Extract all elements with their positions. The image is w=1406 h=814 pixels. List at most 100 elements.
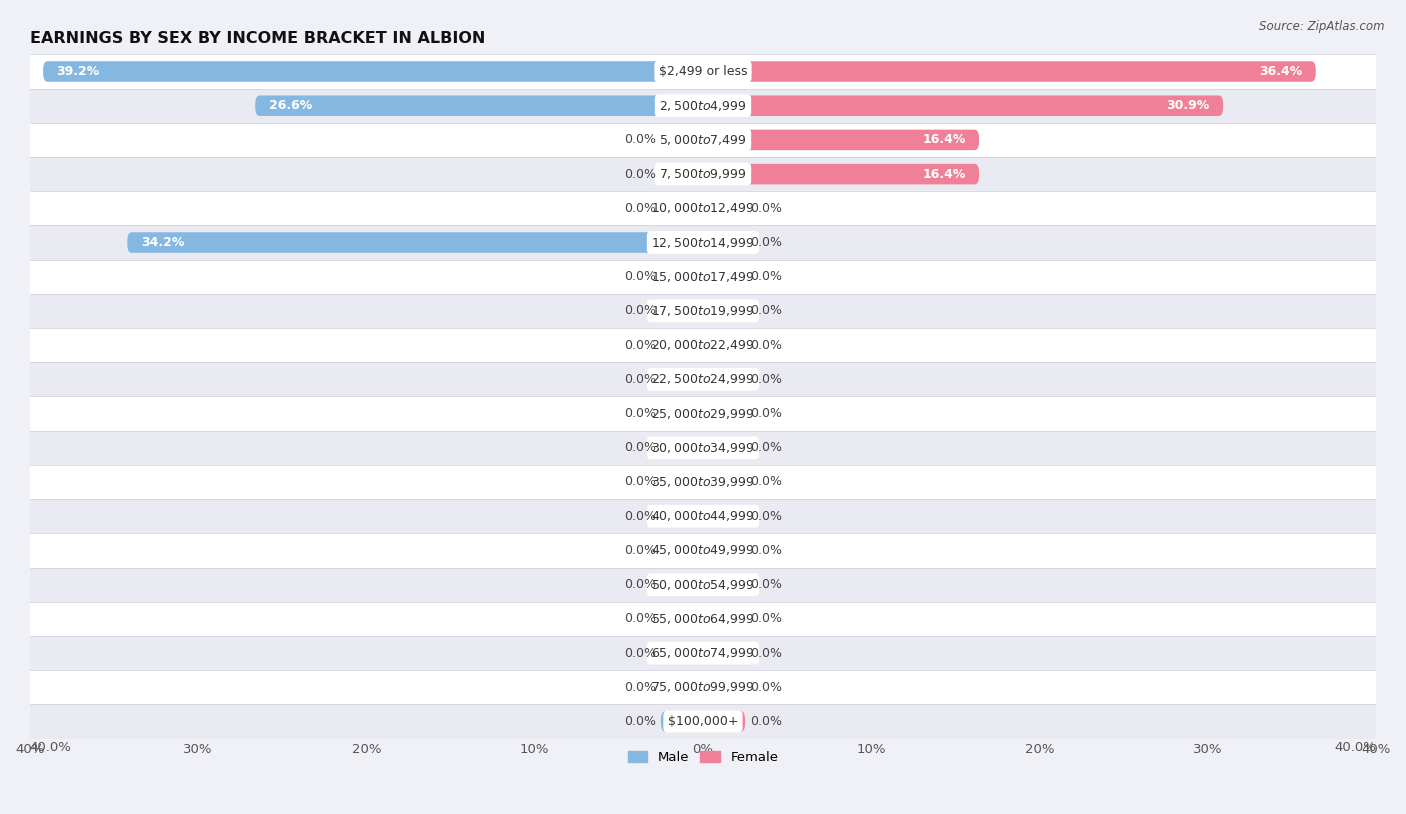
Bar (30, 533, 1376, 567)
Text: 0.0%: 0.0% (751, 373, 782, 386)
FancyBboxPatch shape (703, 335, 745, 356)
Text: $45,000 to $49,999: $45,000 to $49,999 (651, 544, 755, 558)
Text: EARNINGS BY SEX BY INCOME BRACKET IN ALBION: EARNINGS BY SEX BY INCOME BRACKET IN ALB… (30, 31, 485, 46)
Bar (30, 465, 1376, 499)
FancyBboxPatch shape (703, 575, 745, 595)
Text: 0.0%: 0.0% (624, 133, 655, 147)
Text: 0.0%: 0.0% (751, 578, 782, 591)
Text: $35,000 to $39,999: $35,000 to $39,999 (651, 475, 755, 489)
FancyBboxPatch shape (256, 95, 703, 116)
Text: 0.0%: 0.0% (751, 270, 782, 283)
Bar (30, 431, 1376, 465)
Text: 40.0%: 40.0% (1334, 741, 1376, 754)
Bar (30, 123, 1376, 157)
FancyBboxPatch shape (661, 438, 703, 458)
Text: $20,000 to $22,499: $20,000 to $22,499 (651, 338, 755, 352)
Text: 36.4%: 36.4% (1258, 65, 1302, 78)
Text: 0.0%: 0.0% (751, 202, 782, 215)
FancyBboxPatch shape (703, 403, 745, 424)
FancyBboxPatch shape (661, 164, 703, 185)
Bar (30, 225, 1376, 260)
Text: 0.0%: 0.0% (624, 373, 655, 386)
Bar (30, 55, 1376, 89)
FancyBboxPatch shape (703, 300, 745, 322)
Text: $25,000 to $29,999: $25,000 to $29,999 (651, 406, 755, 421)
FancyBboxPatch shape (703, 369, 745, 390)
Text: 0.0%: 0.0% (624, 715, 655, 728)
Text: 0.0%: 0.0% (624, 681, 655, 694)
FancyBboxPatch shape (703, 266, 745, 287)
Text: 0.0%: 0.0% (624, 475, 655, 488)
FancyBboxPatch shape (661, 335, 703, 356)
Text: $22,500 to $24,999: $22,500 to $24,999 (651, 372, 755, 387)
Text: 0.0%: 0.0% (751, 407, 782, 420)
Text: $100,000+: $100,000+ (668, 715, 738, 728)
Text: $50,000 to $54,999: $50,000 to $54,999 (651, 578, 755, 592)
FancyBboxPatch shape (703, 61, 1316, 81)
FancyBboxPatch shape (703, 609, 745, 629)
Text: 0.0%: 0.0% (624, 544, 655, 557)
Text: 26.6%: 26.6% (269, 99, 312, 112)
Bar (30, 157, 1376, 191)
FancyBboxPatch shape (661, 677, 703, 698)
Text: $12,500 to $14,999: $12,500 to $14,999 (651, 235, 755, 250)
Text: 16.4%: 16.4% (922, 168, 966, 181)
Text: $40,000 to $44,999: $40,000 to $44,999 (651, 510, 755, 523)
FancyBboxPatch shape (661, 609, 703, 629)
FancyBboxPatch shape (703, 643, 745, 663)
Text: 0.0%: 0.0% (624, 612, 655, 625)
FancyBboxPatch shape (661, 300, 703, 322)
Text: 0.0%: 0.0% (751, 646, 782, 659)
Text: $65,000 to $74,999: $65,000 to $74,999 (651, 646, 755, 660)
Text: $10,000 to $12,499: $10,000 to $12,499 (651, 201, 755, 216)
Text: $55,000 to $64,999: $55,000 to $64,999 (651, 612, 755, 626)
FancyBboxPatch shape (661, 472, 703, 492)
Text: 0.0%: 0.0% (624, 510, 655, 523)
FancyBboxPatch shape (703, 711, 745, 732)
Text: $15,000 to $17,499: $15,000 to $17,499 (651, 269, 755, 284)
Bar (30, 499, 1376, 533)
Bar (30, 602, 1376, 636)
Text: 0.0%: 0.0% (751, 475, 782, 488)
Text: 0.0%: 0.0% (751, 304, 782, 317)
Text: 0.0%: 0.0% (624, 441, 655, 454)
FancyBboxPatch shape (703, 198, 745, 219)
FancyBboxPatch shape (661, 403, 703, 424)
Bar (30, 567, 1376, 602)
Text: 34.2%: 34.2% (141, 236, 184, 249)
Text: 0.0%: 0.0% (624, 339, 655, 352)
FancyBboxPatch shape (703, 506, 745, 527)
Text: $7,500 to $9,999: $7,500 to $9,999 (659, 167, 747, 182)
Text: 0.0%: 0.0% (751, 612, 782, 625)
Text: Source: ZipAtlas.com: Source: ZipAtlas.com (1260, 20, 1385, 33)
Text: 0.0%: 0.0% (751, 681, 782, 694)
Text: 0.0%: 0.0% (624, 646, 655, 659)
FancyBboxPatch shape (703, 129, 979, 150)
Text: 0.0%: 0.0% (751, 236, 782, 249)
FancyBboxPatch shape (661, 198, 703, 219)
FancyBboxPatch shape (661, 540, 703, 561)
Text: $17,500 to $19,999: $17,500 to $19,999 (651, 304, 755, 318)
Bar (30, 636, 1376, 670)
Text: 0.0%: 0.0% (751, 510, 782, 523)
Text: 0.0%: 0.0% (751, 441, 782, 454)
Text: 16.4%: 16.4% (922, 133, 966, 147)
FancyBboxPatch shape (661, 575, 703, 595)
Bar (30, 89, 1376, 123)
Text: 0.0%: 0.0% (624, 304, 655, 317)
Text: 0.0%: 0.0% (624, 202, 655, 215)
Text: 0.0%: 0.0% (624, 578, 655, 591)
Legend: Male, Female: Male, Female (623, 746, 783, 769)
Text: $2,499 or less: $2,499 or less (659, 65, 747, 78)
FancyBboxPatch shape (661, 369, 703, 390)
Bar (30, 362, 1376, 396)
Text: $75,000 to $99,999: $75,000 to $99,999 (651, 681, 755, 694)
Bar (30, 191, 1376, 225)
FancyBboxPatch shape (661, 129, 703, 150)
Text: 0.0%: 0.0% (751, 715, 782, 728)
Bar (30, 294, 1376, 328)
Text: 0.0%: 0.0% (751, 544, 782, 557)
Text: 30.9%: 30.9% (1167, 99, 1209, 112)
Bar (30, 396, 1376, 431)
FancyBboxPatch shape (661, 266, 703, 287)
